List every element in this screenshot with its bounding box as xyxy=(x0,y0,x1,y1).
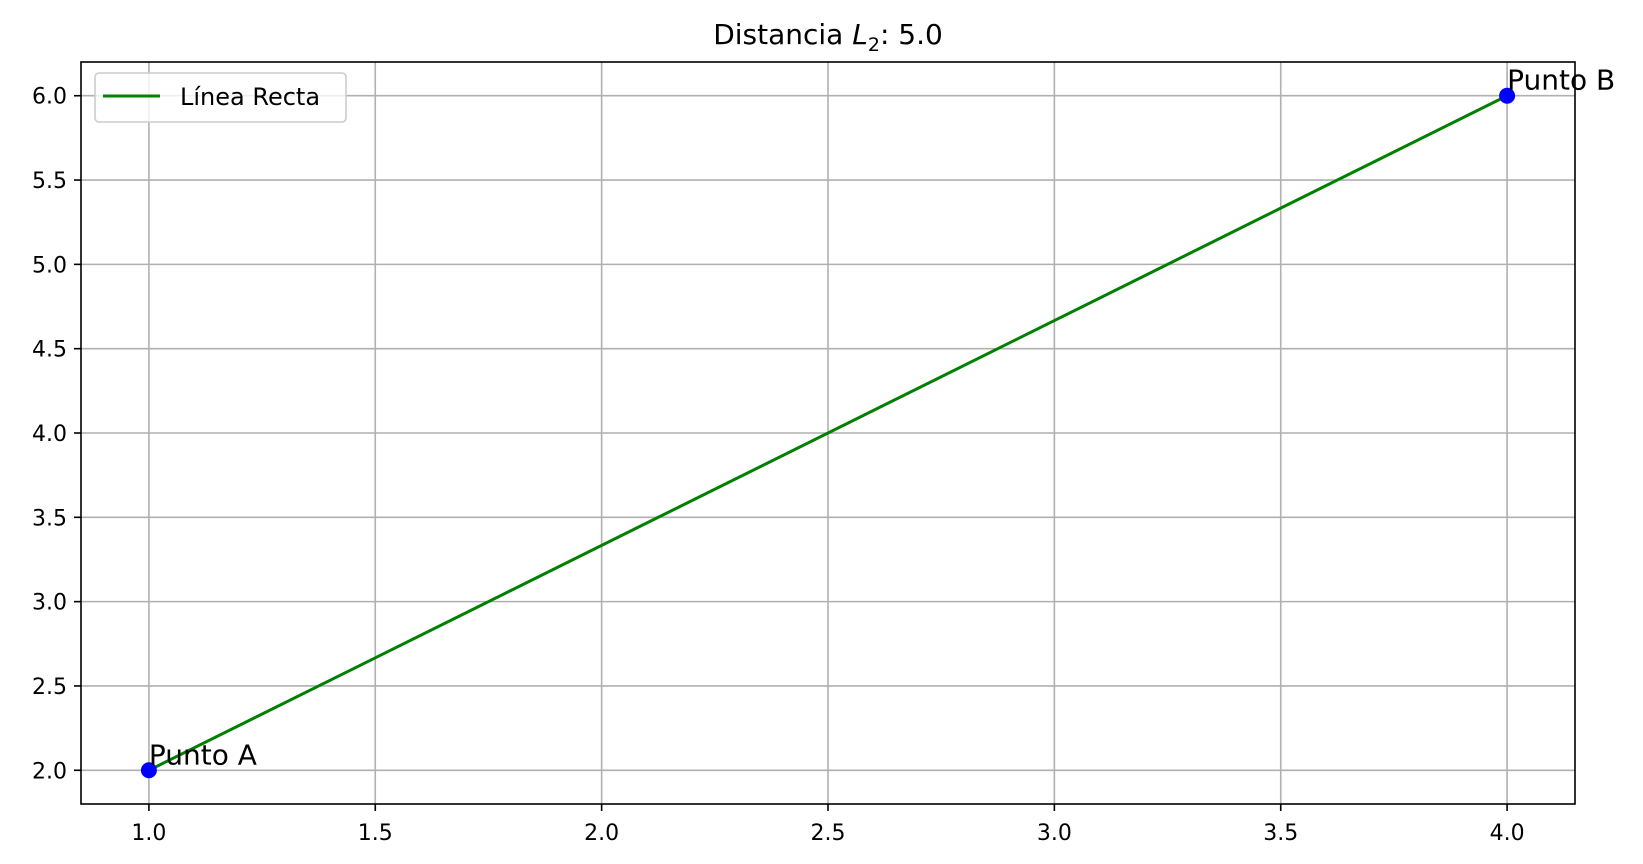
grid-lines xyxy=(81,62,1575,804)
legend-label: Línea Recta xyxy=(180,83,320,111)
chart-title-suffix: : 5.0 xyxy=(880,18,943,51)
y-tick-label: 4.0 xyxy=(32,422,67,447)
series-line xyxy=(148,94,1508,772)
plot-area-frame xyxy=(80,61,1576,805)
y-tick-label: 3.5 xyxy=(32,506,67,531)
point-annotation: Punto A xyxy=(149,738,257,771)
scatter-point xyxy=(140,762,157,779)
y-tick-label: 5.5 xyxy=(32,169,67,194)
y-tick-label: 4.5 xyxy=(32,338,67,363)
chart-title-symbol: L xyxy=(852,18,868,51)
legend: Línea Recta xyxy=(94,72,347,123)
y-tick-label: 5.0 xyxy=(32,253,67,278)
chart-title: Distancia L2: 5.0 xyxy=(713,18,943,56)
y-tick-label: 2.5 xyxy=(32,675,67,700)
x-tick-label: 2.0 xyxy=(584,821,619,846)
axis-ticks: 1.0 1.5 2.0 2.5 3.0 3.5 4.0 2.0 2.5 3.0 3.5 4.0 4.5 5… xyxy=(32,85,1525,846)
legend-box xyxy=(94,72,347,123)
y-tick-label: 3.0 xyxy=(32,591,67,616)
y-tick-label: 2.0 xyxy=(32,759,67,784)
scatter-point xyxy=(1499,87,1516,104)
chart-title-subscript: 2 xyxy=(868,34,880,56)
series-layer xyxy=(148,94,1508,772)
x-tick-label: 1.0 xyxy=(131,821,166,846)
x-tick-label: 2.5 xyxy=(811,821,846,846)
x-tick-label: 1.5 xyxy=(358,821,393,846)
x-tick-label: 3.5 xyxy=(1263,821,1298,846)
y-tick-label: 6.0 xyxy=(32,85,67,110)
point-annotation: Punto B xyxy=(1507,64,1615,97)
x-tick-label: 4.0 xyxy=(1490,821,1525,846)
x-tick-label: 3.0 xyxy=(1037,821,1072,846)
chart-title-prefix: Distancia xyxy=(713,18,852,51)
points-layer: Punto A Punto B xyxy=(140,64,1615,779)
